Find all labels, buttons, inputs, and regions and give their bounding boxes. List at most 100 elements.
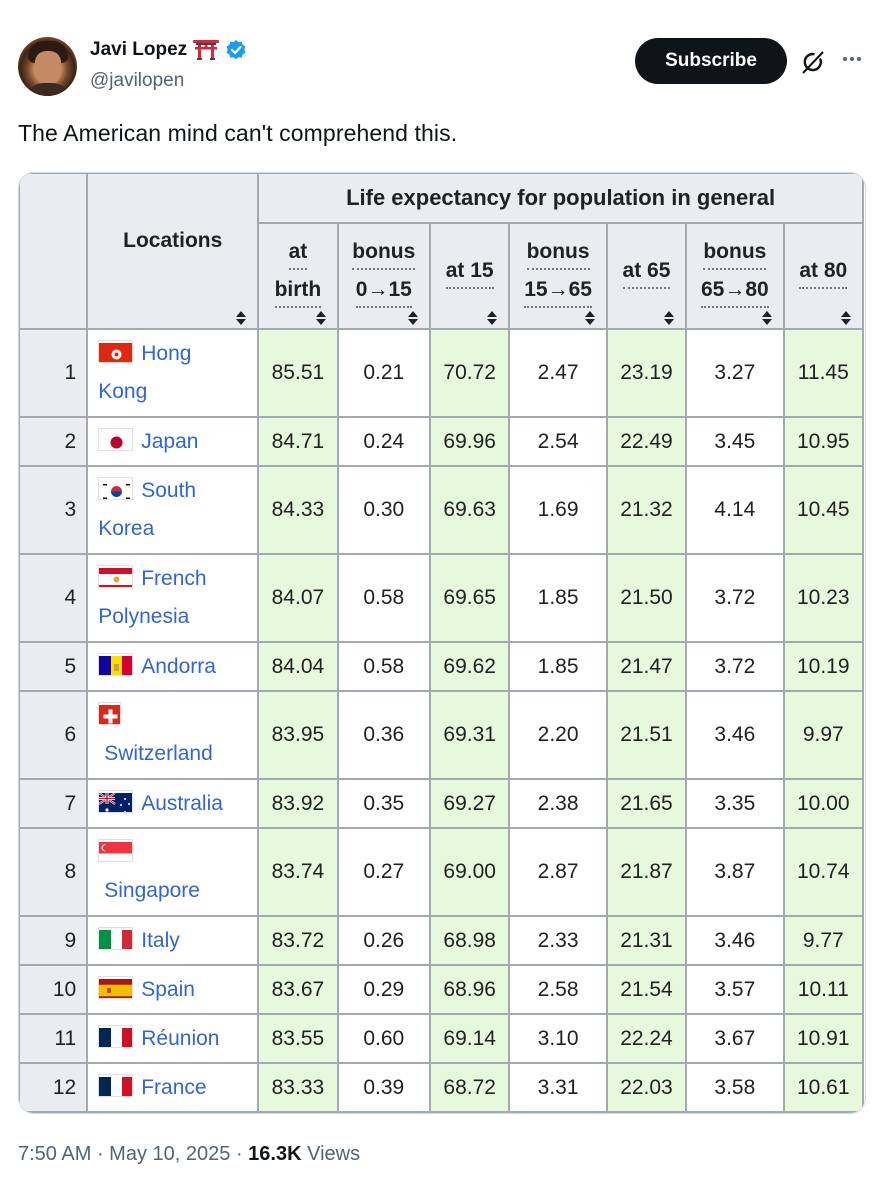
value-cell: 0.24 <box>336 416 431 467</box>
value-cell: 83.67 <box>257 964 339 1015</box>
column-header-at-65[interactable]: at 65 <box>605 222 688 330</box>
value-cell: 3.46 <box>685 915 785 966</box>
value-cell: 10.19 <box>782 641 865 692</box>
column-header-bonus-15-65[interactable]: bonus 15→65 <box>508 222 608 330</box>
country-link[interactable]: Singapore <box>104 879 200 902</box>
value-cell: 0.29 <box>336 964 431 1015</box>
column-header-bonus-65-80[interactable]: bonus 65→80 <box>685 222 785 330</box>
rank-cell: 8 <box>19 827 89 917</box>
value-cell: 2.58 <box>508 964 608 1015</box>
column-header-at-80[interactable]: at 80 <box>782 222 865 330</box>
value-cell: 0.58 <box>336 553 431 643</box>
sort-icon[interactable] <box>235 311 247 325</box>
value-cell: 3.72 <box>685 641 785 692</box>
subscribe-button[interactable]: Subscribe <box>635 38 787 84</box>
value-cell: 3.87 <box>685 827 785 917</box>
sort-icon[interactable] <box>407 311 419 325</box>
value-cell: 83.33 <box>257 1062 339 1113</box>
sort-icon[interactable] <box>663 311 675 325</box>
avatar-face <box>35 51 61 85</box>
handle[interactable]: @javilopen <box>90 70 185 91</box>
dot <box>857 57 861 61</box>
country-link[interactable]: Australia <box>141 791 223 815</box>
value-cell: 0.60 <box>336 1013 431 1064</box>
table-row: 12 France 83.33 0.39 68.72 3.31 22.03 3.58 10.61 <box>19 1062 865 1113</box>
rank-cell: 1 <box>19 328 89 418</box>
value-cell: 83.55 <box>257 1013 339 1064</box>
value-cell <box>257 1111 339 1113</box>
sort-icon[interactable] <box>486 311 498 325</box>
value-cell: 3.45 <box>685 416 785 467</box>
value-cell: 3.46 <box>685 690 785 780</box>
value-cell: 83.95 <box>257 690 339 780</box>
country-link[interactable]: South Korea <box>98 479 197 540</box>
rank-cell: 12 <box>19 1062 89 1113</box>
tweet-image[interactable]: Locations Life expectancy for population… <box>18 172 866 1114</box>
country-link[interactable]: Italy <box>141 928 180 952</box>
table-row: 1 Hong Kong 85.51 0.21 70.72 2.47 23.19 3.27 11.4… <box>19 328 865 418</box>
location-cell: South Korea <box>86 465 260 555</box>
country-link[interactable]: Spain <box>141 977 195 1001</box>
column-header-at-15[interactable]: at 15 <box>428 222 511 330</box>
value-cell: 10.11 <box>782 964 865 1015</box>
value-cell: 22.03 <box>605 1062 688 1113</box>
rank-cell: 9 <box>19 915 89 966</box>
verified-badge-icon[interactable] <box>225 39 247 61</box>
display-name[interactable]: Javi Lopez <box>90 39 188 60</box>
torii-gate-icon <box>193 40 220 60</box>
location-cell <box>86 1111 260 1113</box>
avatar-shirt <box>24 83 72 96</box>
rank-cell: 7 <box>19 778 89 829</box>
column-header-at-birth[interactable]: at birth <box>257 222 339 330</box>
sort-icon[interactable] <box>761 311 773 325</box>
locations-header[interactable]: Locations <box>86 173 260 330</box>
country-link[interactable]: France <box>141 1075 207 1099</box>
value-cell: 70.72 <box>428 328 511 418</box>
value-cell: 10.74 <box>782 827 865 917</box>
country-link[interactable]: Réunion <box>141 1026 220 1050</box>
value-cell: 85.51 <box>257 328 339 418</box>
value-cell: 0.39 <box>336 1062 431 1113</box>
value-cell: 10.00 <box>782 778 865 829</box>
table-row: 5 Andorra 84.04 0.58 69.62 1.85 21.47 3.72 10.19 <box>19 641 865 692</box>
value-cell: 0.36 <box>336 690 431 780</box>
country-link[interactable]: Andorra <box>141 654 216 678</box>
value-cell: 21.54 <box>605 964 688 1015</box>
value-cell: 84.71 <box>257 416 339 467</box>
country-link[interactable]: Switzerland <box>104 742 213 765</box>
tweet-date[interactable]: May 10, 2025 <box>109 1143 231 1165</box>
country-link[interactable]: Hong Kong <box>98 342 192 403</box>
grok-icon[interactable] <box>800 49 826 75</box>
value-cell: 4.14 <box>685 465 785 555</box>
country-link[interactable]: Japan <box>141 429 199 453</box>
value-cell: 3.27 <box>685 328 785 418</box>
separator: · <box>96 1143 110 1165</box>
value-cell: 9.77 <box>782 915 865 966</box>
value-cell: 83.74 <box>257 827 339 917</box>
sort-icon[interactable] <box>584 311 596 325</box>
tweet-time[interactable]: 7:50 AM <box>18 1143 92 1165</box>
table-row-partial <box>19 1111 865 1113</box>
value-cell: 2.47 <box>508 328 608 418</box>
more-options-icon[interactable] <box>840 47 864 71</box>
sort-icon[interactable] <box>315 311 327 325</box>
value-cell: 21.87 <box>605 827 688 917</box>
table-row: 3 South Korea 84.33 0.30 69.63 1.69 21.32 4.14 10… <box>19 465 865 555</box>
value-cell: 2.54 <box>508 416 608 467</box>
flag-france-icon <box>98 1024 134 1048</box>
flag-australia-icon <box>98 789 134 813</box>
column-header-bonus-0-15[interactable]: bonus 0→15 <box>336 222 431 330</box>
avatar[interactable] <box>18 37 77 96</box>
value-cell: 21.65 <box>605 778 688 829</box>
table-row: 10 Spain 83.67 0.29 68.96 2.58 21.54 3.57 10.11 <box>19 964 865 1015</box>
value-cell: 84.33 <box>257 465 339 555</box>
sort-icon[interactable] <box>840 311 852 325</box>
value-cell: 10.61 <box>782 1062 865 1113</box>
name-row: Javi Lopez <box>90 39 247 61</box>
value-cell: 3.58 <box>685 1062 785 1113</box>
table-row: 6 Switzerland 83.95 0.36 69.31 2.20 21.51 3.46 9… <box>19 690 865 780</box>
value-cell: 21.32 <box>605 465 688 555</box>
country-link[interactable]: French Polynesia <box>98 567 207 628</box>
dot <box>850 57 854 61</box>
location-cell: Hong Kong <box>86 328 260 418</box>
